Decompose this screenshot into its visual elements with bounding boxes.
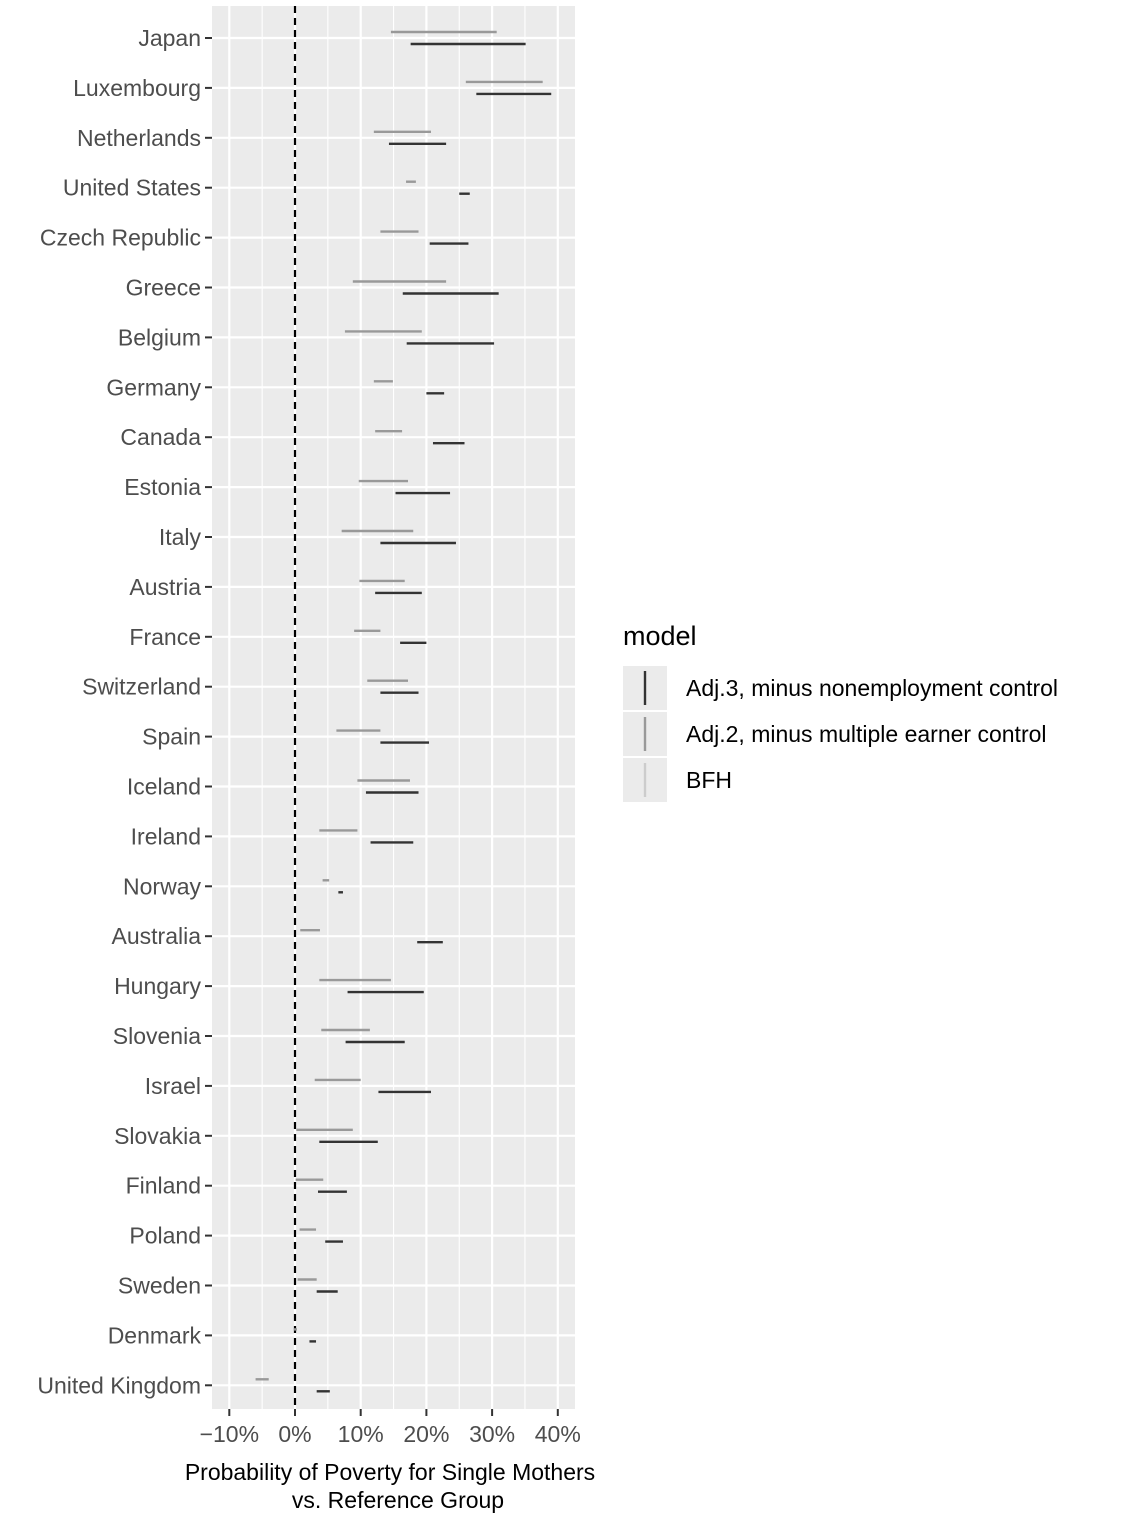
y-tick-label: United Kingdom: [37, 1372, 201, 1398]
y-tick-label: Finland: [126, 1173, 201, 1199]
y-tick-label: Greece: [126, 275, 201, 301]
legend-label: BFH: [686, 767, 732, 793]
y-axis: Japan Luxembourg Netherlands United States C…: [37, 25, 212, 1398]
y-tick-label: Japan: [138, 25, 201, 51]
y-tick-label: Sweden: [118, 1273, 201, 1299]
y-tick-label: Denmark: [108, 1322, 202, 1348]
y-tick-label: Poland: [129, 1223, 201, 1249]
x-tick-label: 0%: [278, 1421, 311, 1447]
y-tick-label: Germany: [106, 374, 201, 400]
interval-bars: [255, 30, 552, 1393]
legend: model Adj.3, minus nonemployment control A…: [623, 621, 1058, 802]
x-axis-title-line-1: Probability of Poverty for Single Mother…: [185, 1459, 595, 1485]
y-tick-label: Austria: [129, 574, 201, 600]
y-tick-label: Italy: [159, 524, 202, 550]
x-tick-label: 40%: [535, 1421, 581, 1447]
y-tick-label: Belgium: [118, 324, 201, 350]
x-axis: −10% 0% 10% 20% 30% 40%: [200, 1409, 581, 1447]
y-tick-label: France: [129, 624, 201, 650]
y-tick-label: Canada: [120, 424, 201, 450]
y-tick-label: Iceland: [127, 774, 201, 800]
y-tick-label: United States: [63, 175, 201, 201]
legend-label: Adj.2, minus multiple earner control: [686, 721, 1047, 747]
legend-label: Adj.3, minus nonemployment control: [686, 675, 1058, 701]
y-tick-label: Slovakia: [114, 1123, 201, 1149]
y-tick-label: Switzerland: [82, 674, 201, 700]
y-tick-label: Luxembourg: [73, 75, 201, 101]
y-tick-label: Spain: [142, 724, 201, 750]
x-axis-title-line-2: vs. Reference Group: [292, 1487, 504, 1513]
y-tick-label: Ireland: [131, 823, 201, 849]
y-tick-label: Netherlands: [77, 125, 201, 151]
x-tick-label: 30%: [469, 1421, 515, 1447]
y-tick-label: Czech Republic: [40, 225, 201, 251]
x-tick-label: 20%: [403, 1421, 449, 1447]
y-tick-label: Hungary: [114, 973, 201, 999]
y-tick-label: Estonia: [124, 474, 201, 500]
x-tick-label: −10%: [200, 1421, 259, 1447]
x-tick-label: 10%: [338, 1421, 384, 1447]
y-tick-label: Israel: [145, 1073, 201, 1099]
y-tick-label: Australia: [112, 923, 202, 949]
y-tick-label: Norway: [123, 873, 201, 899]
legend-title: model: [623, 621, 697, 651]
y-tick-label: Slovenia: [113, 1023, 201, 1049]
